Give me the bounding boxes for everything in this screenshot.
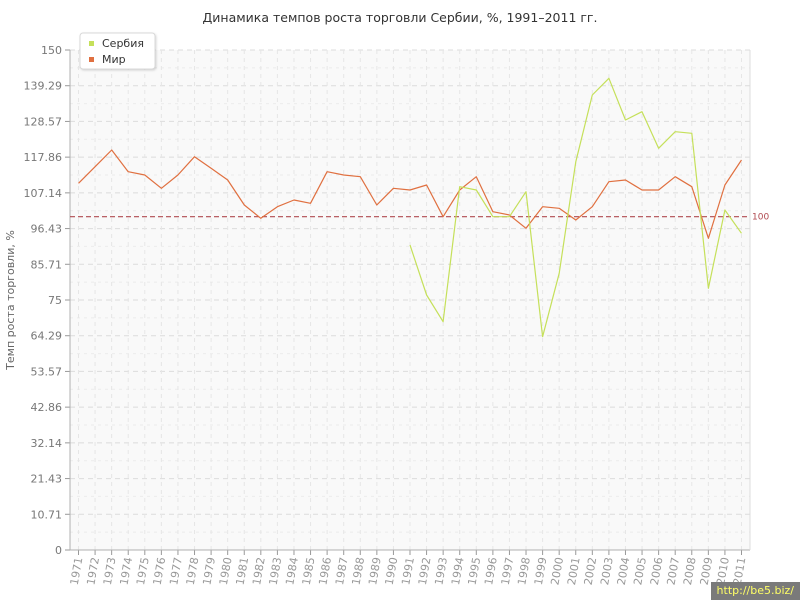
legend-marker: [89, 41, 94, 46]
x-tick-label: 2003: [598, 556, 616, 586]
x-tick-label: 2001: [565, 556, 583, 586]
y-tick-label: 21.43: [31, 473, 63, 486]
x-tick-label: 1980: [217, 556, 235, 586]
axes: 0 10.71 21.43 32.14 42.86 53.57 64.29 75 85.71 96…: [24, 44, 751, 586]
y-tick-label: 10.71: [31, 508, 63, 521]
x-tick-label: 1988: [350, 556, 368, 586]
x-tick-label: 1976: [151, 556, 169, 586]
x-tick-label: 1984: [283, 556, 301, 586]
x-tick-label: 2010: [714, 556, 732, 586]
x-tick-label: 1973: [101, 556, 119, 586]
y-tick-label: 42.86: [31, 401, 63, 414]
x-tick-label: 1977: [167, 556, 185, 586]
x-tick-label: 2005: [631, 556, 649, 586]
x-tick-label: 2000: [548, 556, 566, 586]
x-tick-label: 1991: [399, 556, 417, 586]
y-tick-label: 0: [55, 544, 62, 557]
x-tick-label: 1979: [200, 556, 218, 586]
legend[interactable]: Сербия Мир: [79, 32, 156, 70]
chart-title: Динамика темпов роста торговли Сербии, %…: [203, 10, 598, 25]
reference-line-group: 100: [70, 213, 769, 223]
series-line-Сербия: [409, 77, 742, 338]
legend-label: Мир: [102, 53, 126, 66]
y-tick-label: 117.86: [24, 151, 63, 164]
x-tick-label: 2009: [698, 556, 716, 586]
x-tick-label: 1987: [333, 556, 351, 586]
legend-box: [79, 32, 156, 70]
y-tick-label: 150: [41, 44, 62, 57]
y-tick-label: 96.43: [31, 223, 63, 236]
x-tick-label: 1999: [532, 556, 550, 586]
y-tick-label: 139.29: [24, 80, 63, 93]
y-tick-label: 128.57: [24, 115, 63, 128]
y-tick-label: 107.14: [24, 187, 63, 200]
legend-marker: [89, 57, 94, 62]
x-tick-label: 1995: [466, 556, 484, 586]
x-tick-label: 2002: [582, 556, 600, 586]
x-tick-label: 1996: [482, 556, 500, 586]
series-lines: [78, 77, 742, 338]
x-tick-label: 1998: [515, 556, 533, 586]
y-tick-label: 85.71: [31, 258, 63, 271]
x-tick-label: 1974: [118, 556, 136, 586]
x-tick-label: 1985: [300, 556, 318, 586]
x-tick-label: 1981: [234, 556, 252, 586]
grid: [70, 49, 750, 550]
reference-line-label: 100: [752, 213, 769, 223]
x-tick-label: 1997: [499, 556, 517, 586]
x-tick-label: 1983: [267, 556, 285, 586]
y-axis-label: Темп роста торговли, %: [4, 230, 17, 371]
legend-label: Сербия: [102, 37, 144, 50]
x-tick-label: 1972: [84, 556, 102, 586]
series-line-Мир: [78, 149, 742, 239]
x-tick-label: 1993: [432, 556, 450, 586]
x-tick-label: 1975: [134, 556, 152, 586]
x-tick-label: 1982: [250, 556, 268, 586]
x-tick-label: 2006: [648, 556, 666, 586]
x-tick-label: 2011: [731, 556, 749, 586]
x-tick-label: 2008: [681, 556, 699, 586]
y-tick-label: 32.14: [31, 437, 63, 450]
x-tick-label: 1986: [316, 556, 334, 586]
x-tick-label: 1992: [416, 556, 434, 586]
x-tick-label: 1994: [449, 556, 467, 586]
x-tick-label: 2007: [664, 556, 682, 586]
x-tick-label: 2004: [615, 556, 633, 586]
x-tick-label: 1971: [68, 556, 86, 586]
y-tick-label: 53.57: [31, 365, 63, 378]
x-tick-label: 1978: [184, 556, 202, 586]
x-tick-label: 1989: [366, 556, 384, 586]
watermark-link[interactable]: http://be5.biz/: [710, 582, 800, 600]
y-tick-label: 75: [48, 294, 62, 307]
x-tick-label: 1990: [383, 556, 401, 586]
y-tick-label: 64.29: [31, 330, 63, 343]
